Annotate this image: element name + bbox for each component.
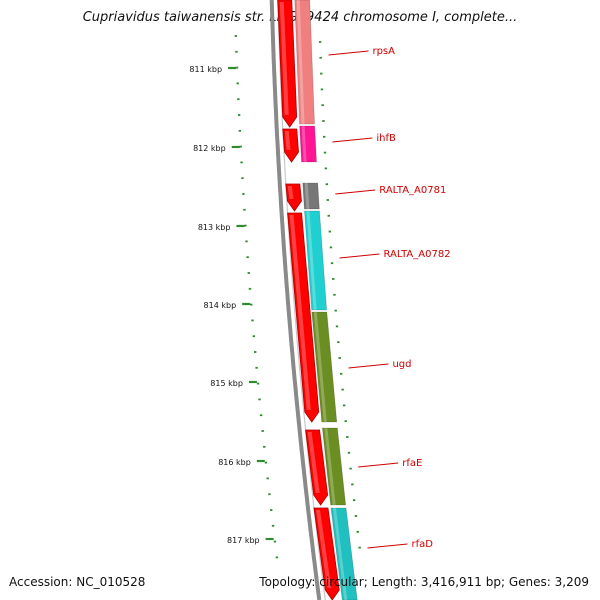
gene-feature-highlight xyxy=(301,126,307,162)
topology-value: circular xyxy=(319,575,364,589)
gene-feature-block xyxy=(330,507,358,600)
length-label: Length: xyxy=(371,575,418,589)
gene-feature-block xyxy=(321,427,347,506)
gene-label: rfaD xyxy=(411,539,433,550)
cds-arrow-highlight xyxy=(315,510,332,588)
length-value: 3,416,911 bp xyxy=(420,575,501,589)
gene-label: RALTA_A0781 xyxy=(379,185,446,196)
ruler-tick-label: 811 kbp xyxy=(189,65,222,74)
gene-leader-line xyxy=(339,253,380,259)
cds-arrow-highlight xyxy=(279,2,289,115)
gene-label: RALTA_A0782 xyxy=(384,249,451,260)
ruler-tick-label: 812 kbp xyxy=(193,144,226,153)
cds-arrow-highlight xyxy=(287,186,294,199)
cds-arrow-highlight xyxy=(289,215,311,410)
ruler-tick-label: 814 kbp xyxy=(204,301,237,310)
gene-feature-highlight xyxy=(296,0,305,124)
accession-label: Accession: xyxy=(9,575,73,589)
gene-leader-line xyxy=(358,462,399,468)
gene-feature-highlight xyxy=(306,211,317,310)
gene-leader-line xyxy=(332,137,373,143)
cds-track xyxy=(277,0,340,600)
gene-feature-highlight xyxy=(313,312,327,422)
genes-value: 3,209 xyxy=(554,575,589,589)
gene-feature-block xyxy=(311,311,338,423)
gene-leader-line xyxy=(348,363,389,369)
ruler-tick-label: 816 kbp xyxy=(218,458,251,467)
gene-feature-block xyxy=(294,0,315,125)
genes-label: Genes: xyxy=(508,575,551,589)
backbone xyxy=(269,0,326,600)
topology-label: Topology: xyxy=(259,575,316,589)
ruler-tick-label: 815 kbp xyxy=(210,379,243,388)
cds-arrow-highlight xyxy=(284,131,291,150)
ruler-tick-label: 817 kbp xyxy=(227,536,260,545)
genome-stats: Topology: circular; Length: 3,416,911 bp… xyxy=(259,575,589,589)
gene-label: ugd xyxy=(392,359,411,370)
accession-info: Accession: NC_010528 xyxy=(9,575,145,589)
cds-arrow-highlight xyxy=(307,432,320,493)
accession-value: NC_010528 xyxy=(76,575,146,589)
gene-feature-highlight xyxy=(332,508,348,600)
gene-label: ihfB xyxy=(376,133,396,144)
ruler: 811 kbp 812 kbp 813 kbp 814 kbp 815 kbp 816 k… xyxy=(189,35,361,559)
feature-track xyxy=(294,0,358,600)
gene-label: rfaE xyxy=(402,458,422,469)
ruler-tick-label: 813 kbp xyxy=(198,223,231,232)
gene-leader-line xyxy=(328,50,369,56)
gene-leader-line xyxy=(367,543,408,549)
gene-label: rpsA xyxy=(372,46,395,57)
backbone-line xyxy=(277,0,326,600)
gene-feature-highlight xyxy=(324,428,336,505)
gene-feature-highlight xyxy=(304,183,310,209)
gene-feature-block xyxy=(302,182,320,210)
gene-feature-block xyxy=(299,125,317,163)
gene-feature-block xyxy=(304,210,328,311)
backbone-line xyxy=(269,0,322,600)
gene-leader-line xyxy=(335,189,376,195)
